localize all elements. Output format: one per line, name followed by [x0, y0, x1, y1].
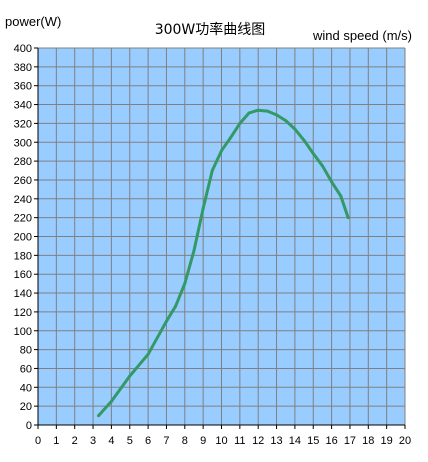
x-tick-label: 0 [35, 435, 41, 447]
x-tick-label: 12 [252, 435, 264, 447]
x-tick-label: 8 [182, 435, 188, 447]
chart-title: 300W功率曲线图 [155, 21, 266, 38]
y-tick-label: 80 [20, 345, 32, 357]
x-tick-label: 14 [289, 435, 301, 447]
y-tick-label: 200 [14, 232, 32, 244]
y-tick-label: 320 [14, 118, 32, 130]
x-tick-label: 10 [215, 435, 227, 447]
y-tick-label: 60 [20, 363, 32, 375]
x-tick-labels: 0 1 2 3 4 5 6 7 8 9 10 11 12 13 14 15 16 17 18 19 20 [35, 425, 411, 447]
data-point [183, 282, 187, 286]
y-tick-label: 100 [14, 326, 32, 338]
y-tick-label: 20 [20, 401, 32, 413]
data-point [210, 169, 214, 173]
data-point [330, 180, 334, 184]
data-point [311, 152, 315, 156]
data-point [284, 119, 288, 123]
y-tick-label: 0 [26, 420, 32, 432]
x-tick-label: 7 [163, 435, 169, 447]
y-tick-labels: 0 20 40 60 80 100 120 140 160 180 200 220 240 260 280 3… [14, 43, 38, 432]
data-point [128, 374, 132, 378]
data-point [275, 113, 279, 117]
data-point [256, 108, 260, 112]
y-tick-label: 340 [14, 100, 32, 112]
x-tick-label: 20 [399, 435, 411, 447]
x-tick-label: 13 [270, 435, 282, 447]
data-point [109, 399, 113, 403]
data-point [339, 194, 343, 198]
x-tick-label: 4 [108, 435, 114, 447]
y-tick-label: 220 [14, 213, 32, 225]
data-point [238, 121, 242, 125]
y-tick-label: 240 [14, 194, 32, 206]
data-point [97, 414, 101, 418]
y-tick-label: 400 [14, 43, 32, 55]
grid [37, 47, 406, 426]
x-tick-label: 6 [145, 435, 151, 447]
y-tick-label: 380 [14, 62, 32, 74]
y-tick-label: 120 [14, 307, 32, 319]
y-tick-label: 180 [14, 250, 32, 262]
series-layer [97, 108, 350, 418]
y-tick-label: 280 [14, 156, 32, 168]
data-point [320, 164, 324, 168]
data-point [220, 149, 223, 153]
x-tick-label: 16 [325, 435, 337, 447]
data-point [247, 111, 251, 115]
x-tick-label: 11 [234, 435, 245, 447]
x-axis-label: wind speed (m/s) [312, 28, 412, 43]
data-point [293, 127, 297, 131]
x-tick-label: 2 [72, 435, 78, 447]
y-tick-label: 260 [14, 175, 32, 187]
data-point [346, 216, 350, 220]
y-tick-label: 160 [14, 269, 32, 281]
data-point [174, 304, 178, 308]
x-tick-label: 18 [362, 435, 374, 447]
data-point [192, 249, 196, 253]
data-point [265, 109, 269, 113]
y-tick-label: 360 [14, 81, 32, 93]
data-point [164, 319, 168, 323]
x-tick-label: 9 [200, 435, 206, 447]
x-tick-label: 1 [53, 435, 59, 447]
data-point [229, 136, 233, 140]
data-point [201, 206, 205, 210]
data-point [146, 352, 150, 356]
x-tick-label: 19 [381, 435, 393, 447]
y-tick-label: 40 [20, 382, 32, 394]
x-tick-label: 5 [127, 435, 133, 447]
data-point [302, 138, 306, 142]
y-axis-label: power(W) [5, 14, 61, 29]
y-tick-label: 300 [14, 137, 32, 149]
x-tick-label: 15 [307, 435, 319, 447]
y-tick-label: 140 [14, 288, 32, 300]
x-tick-label: 3 [90, 435, 96, 447]
x-tick-label: 17 [344, 435, 356, 447]
